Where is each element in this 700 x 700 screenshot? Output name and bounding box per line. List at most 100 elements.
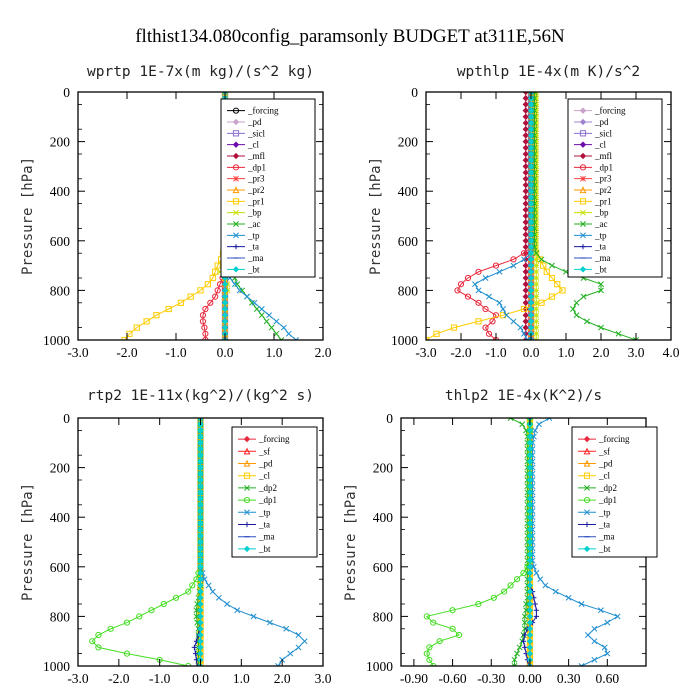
series-point-bt: [526, 470, 534, 477]
series-point-pr1: [520, 305, 528, 313]
legend-marker: [583, 545, 591, 553]
series-point-bt: [526, 563, 534, 570]
series-point-bt: [221, 312, 229, 319]
legend-marker: [233, 175, 239, 182]
legend-label: _pd: [247, 117, 262, 127]
chart-panel-2: wpthlp 1E-4x(m K)/s^2 Pressure [hPa] 0 200 4…: [368, 64, 680, 360]
series-point-bt: [527, 231, 535, 238]
series-point-dp1: [95, 631, 102, 639]
series-point-dp1: [214, 287, 221, 294]
y-tick-label: 400: [373, 510, 394, 525]
series-point-tp: [524, 337, 531, 340]
series-point-tp: [486, 293, 492, 300]
series-point-bt: [526, 607, 534, 614]
series-point-mfl: [522, 287, 529, 294]
legend-label: _bt: [247, 264, 260, 274]
legend-label: _pd: [598, 459, 613, 469]
series-point-bt: [526, 452, 534, 459]
x-tick-label: -1.0: [485, 345, 507, 360]
series-point-ta: [191, 644, 197, 650]
series-point-pr1: [187, 293, 194, 300]
series-point-dp1: [457, 281, 465, 288]
series-point-bt: [527, 194, 535, 201]
series-point-bt: [527, 200, 535, 207]
legend-label: _cl: [258, 471, 270, 481]
series-point-bt: [527, 287, 535, 294]
x-tick-label: -2.0: [116, 345, 138, 360]
series-point-dp1: [199, 312, 207, 319]
legend-marker: [584, 484, 590, 491]
series-point-bt: [526, 532, 534, 539]
legend-label: _ta: [598, 520, 610, 530]
series-point-pr1: [475, 318, 482, 325]
series-point-dp1: [185, 662, 192, 666]
legend-marker: [583, 459, 591, 467]
series-point-bt: [197, 489, 204, 496]
series-point-dp1: [189, 582, 196, 589]
legend-label: _ta: [594, 242, 606, 252]
series-line-dp1: [456, 92, 532, 340]
series-point-bt: [197, 631, 204, 639]
series-point-dp1: [123, 619, 131, 626]
legend-marker: [579, 164, 587, 171]
series-point-dp2: [523, 601, 530, 607]
series-point-mfl: [522, 95, 529, 102]
series-point-bt: [526, 489, 534, 496]
legend-marker: [580, 244, 586, 250]
series-point-mfl: [522, 175, 529, 182]
legend-label: _sicl: [247, 128, 265, 138]
legend-marker: [579, 130, 587, 137]
series-point-ac: [253, 306, 260, 312]
series-point-bt: [526, 569, 534, 577]
series-point-dp1: [475, 299, 482, 306]
series-point-mfl: [522, 169, 529, 176]
y-axis-label: Pressure [hPa]: [368, 157, 384, 275]
series-point-tp: [597, 607, 604, 614]
series-point-tp: [234, 607, 241, 614]
legend-label: _mfl: [247, 151, 265, 161]
series-point-bp: [533, 318, 540, 325]
series-point-mfl: [522, 126, 529, 133]
series-point-bt: [197, 514, 204, 521]
series-point-mfl: [522, 318, 529, 325]
series-point-bt: [526, 439, 534, 446]
series-point-bt: [197, 563, 204, 570]
series-point-bt: [197, 613, 204, 620]
series-point-bt: [526, 650, 534, 657]
series-point-ta: [522, 644, 528, 650]
series-point-tp: [293, 337, 300, 340]
legend-marker: [232, 198, 240, 205]
series-point-dp1: [475, 268, 482, 275]
series-point-ta: [532, 601, 538, 607]
series-point-bt: [197, 638, 204, 645]
legend-label: _tp: [594, 230, 607, 240]
series-point-bt: [197, 507, 204, 515]
y-tick-label: 800: [50, 283, 71, 298]
series-point-mfl: [522, 200, 529, 207]
series-point-bt: [526, 638, 534, 645]
legend-label: _sicl: [594, 128, 612, 138]
series-point-ac: [239, 287, 246, 294]
legend-label: _forcing: [258, 434, 290, 444]
series-point-tp: [604, 619, 611, 626]
legend-marker: [579, 118, 587, 126]
series-point-bp: [533, 268, 540, 275]
legend-label: _ma: [258, 532, 275, 542]
series-point-ac: [598, 287, 604, 294]
series-point-bt: [527, 101, 535, 108]
series-point-mfl: [522, 250, 529, 257]
series-point-bt: [197, 588, 204, 595]
series-point-ac: [234, 281, 241, 288]
series-line-dp1: [425, 418, 531, 666]
series-point-tp: [244, 293, 251, 300]
series-point-mfl: [522, 274, 529, 282]
y-tick-label: 0: [411, 85, 418, 100]
legend-marker: [243, 435, 251, 443]
series-point-dp2: [523, 607, 530, 614]
series-point-bp: [533, 287, 540, 294]
series-point-dp2: [521, 619, 528, 626]
legend-marker: [232, 107, 240, 114]
legend-marker: [243, 497, 251, 504]
series-point-tp: [591, 638, 598, 645]
y-tick-label: 1000: [366, 659, 393, 674]
